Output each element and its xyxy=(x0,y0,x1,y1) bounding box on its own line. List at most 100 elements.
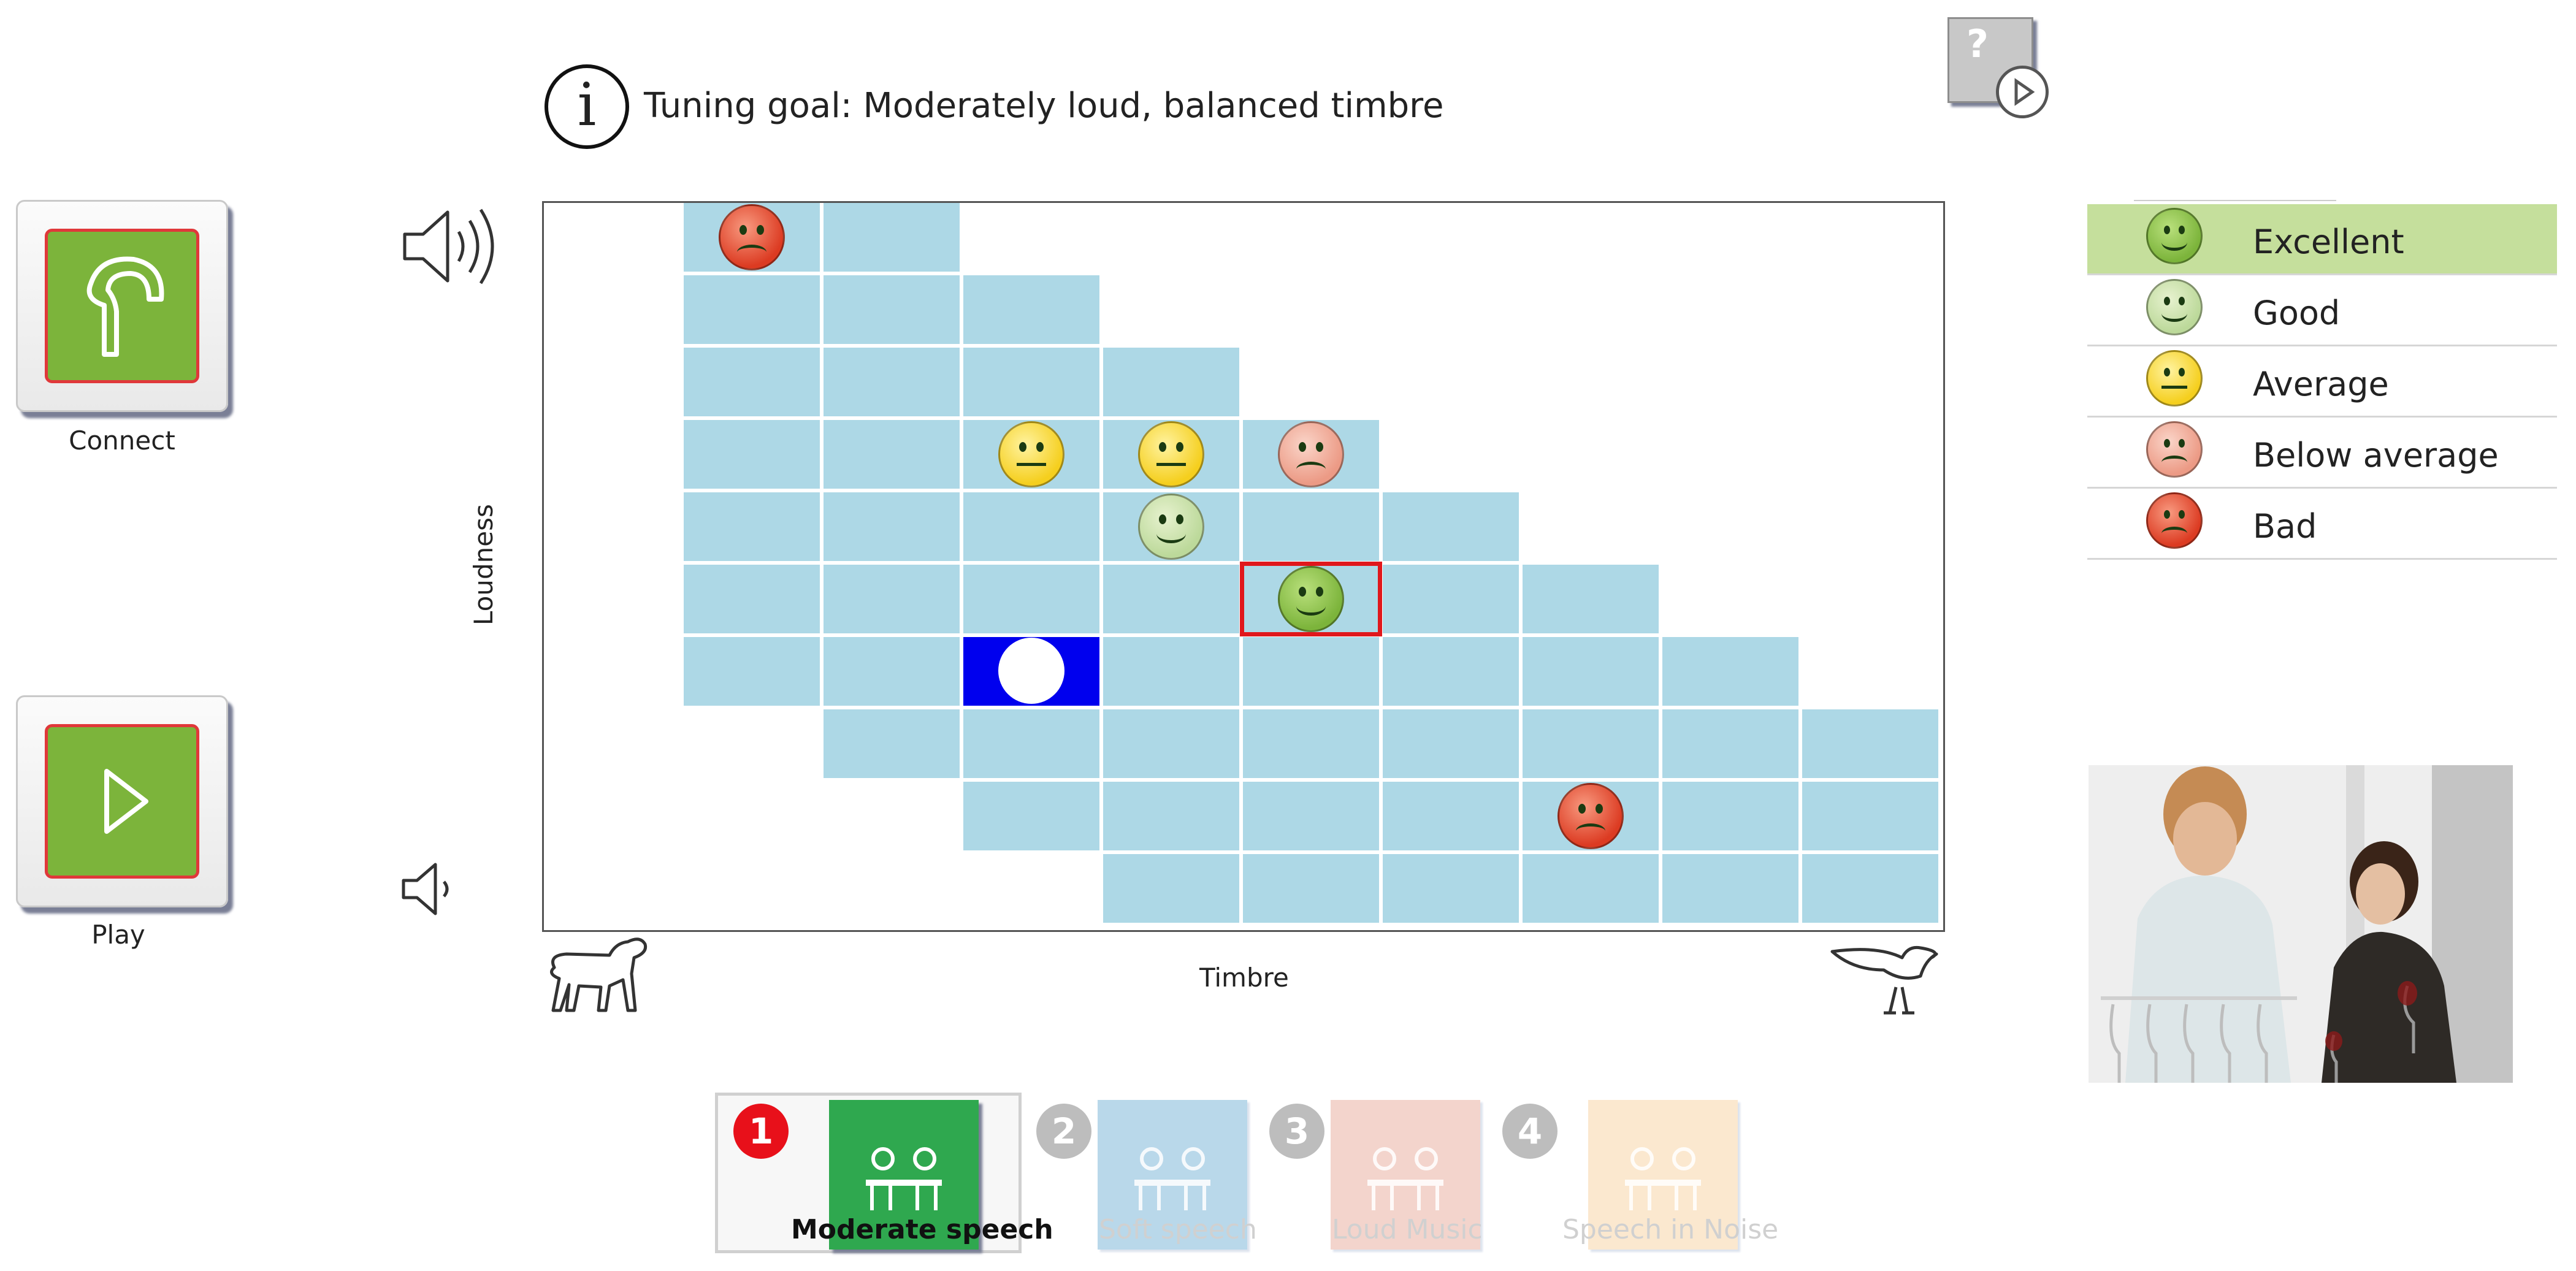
program-tile-4[interactable] xyxy=(1588,1100,1738,1250)
play-label: Play xyxy=(91,920,145,950)
grid-cell[interactable] xyxy=(684,637,820,706)
grid-cell[interactable] xyxy=(824,348,960,416)
grid-cell[interactable] xyxy=(1523,782,1659,850)
grid-cell[interactable] xyxy=(1662,782,1798,850)
grid-cell[interactable] xyxy=(1383,637,1519,706)
program-tile-2[interactable] xyxy=(1098,1100,1247,1250)
grid-cell[interactable] xyxy=(1523,709,1659,778)
grid-cell[interactable] xyxy=(1243,637,1379,706)
average-face-icon xyxy=(1138,421,1204,487)
grid-cell[interactable] xyxy=(684,203,820,272)
program-scene-icon xyxy=(1367,1147,1443,1210)
grid-cell[interactable] xyxy=(963,709,1099,778)
y-axis-label: Loudness xyxy=(468,504,499,625)
connect-label: Connect xyxy=(69,426,175,456)
legend-label: Below average xyxy=(2253,436,2499,475)
grid-cell[interactable] xyxy=(1383,782,1519,850)
grid-cell[interactable] xyxy=(963,420,1099,489)
grid-cell[interactable] xyxy=(1103,709,1239,778)
play-icon xyxy=(104,769,148,834)
legend-label: Bad xyxy=(2253,507,2317,546)
grid-cell[interactable] xyxy=(1802,854,1938,923)
excellent-face-icon xyxy=(2146,208,2203,264)
grid-cell[interactable] xyxy=(1103,782,1239,850)
legend-row-average: Average xyxy=(2087,346,2557,418)
help-question-mark: ? xyxy=(1966,21,1989,66)
program-tile-3[interactable] xyxy=(1331,1100,1480,1250)
grid-cell[interactable] xyxy=(684,420,820,489)
grid-cell[interactable] xyxy=(824,709,960,778)
legend-label: Excellent xyxy=(2253,223,2404,261)
grid-cell[interactable] xyxy=(963,348,1099,416)
grid-cell[interactable] xyxy=(1243,709,1379,778)
grid-cell[interactable] xyxy=(684,348,820,416)
connect-button-face xyxy=(45,229,199,383)
help-play-icon xyxy=(1996,66,2049,118)
speaker-loud-icon xyxy=(403,208,494,284)
grid-cell[interactable] xyxy=(1103,420,1239,489)
help-video-icon[interactable]: ? xyxy=(1947,17,2049,118)
scenario-photo xyxy=(2089,765,2513,1083)
grid-cell[interactable] xyxy=(824,203,960,272)
grid-cell[interactable] xyxy=(684,565,820,633)
program-scene-icon xyxy=(1625,1147,1701,1210)
legend-label: Good xyxy=(2253,294,2341,332)
grid-cell[interactable] xyxy=(1523,637,1659,706)
grid-cell[interactable] xyxy=(1103,854,1239,923)
grid-cell[interactable] xyxy=(1662,709,1798,778)
legend-row-good: Good xyxy=(2087,275,2557,346)
grid-cell[interactable] xyxy=(1103,637,1239,706)
play-button-face xyxy=(45,724,199,879)
grid-cell[interactable] xyxy=(963,565,1099,633)
play-button[interactable] xyxy=(16,695,228,907)
average-face-icon xyxy=(2146,350,2203,406)
bad-face-icon xyxy=(719,204,785,270)
grid-cell[interactable] xyxy=(1523,565,1659,633)
bird-icon xyxy=(1830,945,1938,1015)
grid-cell[interactable] xyxy=(963,492,1099,561)
excellent-face-icon xyxy=(1278,566,1344,632)
grid-cell[interactable] xyxy=(824,565,960,633)
grid-cell[interactable] xyxy=(684,492,820,561)
grid-cell[interactable] xyxy=(1103,348,1239,416)
program-number-badge: 1 xyxy=(733,1104,789,1159)
program-scene-icon xyxy=(866,1147,942,1210)
grid-cell[interactable] xyxy=(1383,492,1519,561)
tuning-goal-text: Tuning goal: Moderately loud, balanced t… xyxy=(644,86,1444,126)
grid-cell-selected[interactable] xyxy=(963,637,1099,706)
grid-cell-highlighted[interactable] xyxy=(1240,562,1382,636)
good-face-icon xyxy=(2146,279,2203,335)
grid-cell[interactable] xyxy=(1383,854,1519,923)
tuning-grid xyxy=(542,201,1945,932)
grid-cell[interactable] xyxy=(1243,854,1379,923)
grid-cell[interactable] xyxy=(824,637,960,706)
grid-cell[interactable] xyxy=(824,492,960,561)
grid-cell[interactable] xyxy=(1802,709,1938,778)
grid-cell[interactable] xyxy=(1523,854,1659,923)
grid-cell[interactable] xyxy=(824,275,960,344)
grid-cell[interactable] xyxy=(684,275,820,344)
grid-cell[interactable] xyxy=(1383,709,1519,778)
program-number-badge: 2 xyxy=(1036,1104,1091,1159)
grid-cell[interactable] xyxy=(1103,565,1239,633)
grid-cell[interactable] xyxy=(1243,420,1379,489)
bad-face-icon xyxy=(1557,783,1624,849)
connect-button[interactable] xyxy=(16,200,228,412)
grid-cell[interactable] xyxy=(1383,565,1519,633)
info-icon[interactable]: i xyxy=(545,64,629,149)
grid-cell[interactable] xyxy=(1662,637,1798,706)
grid-cell[interactable] xyxy=(1802,782,1938,850)
grid-cell[interactable] xyxy=(963,275,1099,344)
grid-cell[interactable] xyxy=(1103,492,1239,561)
legend-top-rule xyxy=(2134,200,2336,201)
grid-cell[interactable] xyxy=(1662,854,1798,923)
grid-cell[interactable] xyxy=(963,782,1099,850)
grid-cell[interactable] xyxy=(824,420,960,489)
legend-row-excellent: Excellent xyxy=(2087,204,2557,275)
average-face-icon xyxy=(998,421,1064,487)
grid-cell[interactable] xyxy=(1243,782,1379,850)
good-face-icon xyxy=(1138,494,1204,560)
program-tile-1[interactable] xyxy=(829,1100,979,1250)
grid-cell[interactable] xyxy=(1243,492,1379,561)
program-label: Speech in Noise xyxy=(1562,1214,1779,1245)
